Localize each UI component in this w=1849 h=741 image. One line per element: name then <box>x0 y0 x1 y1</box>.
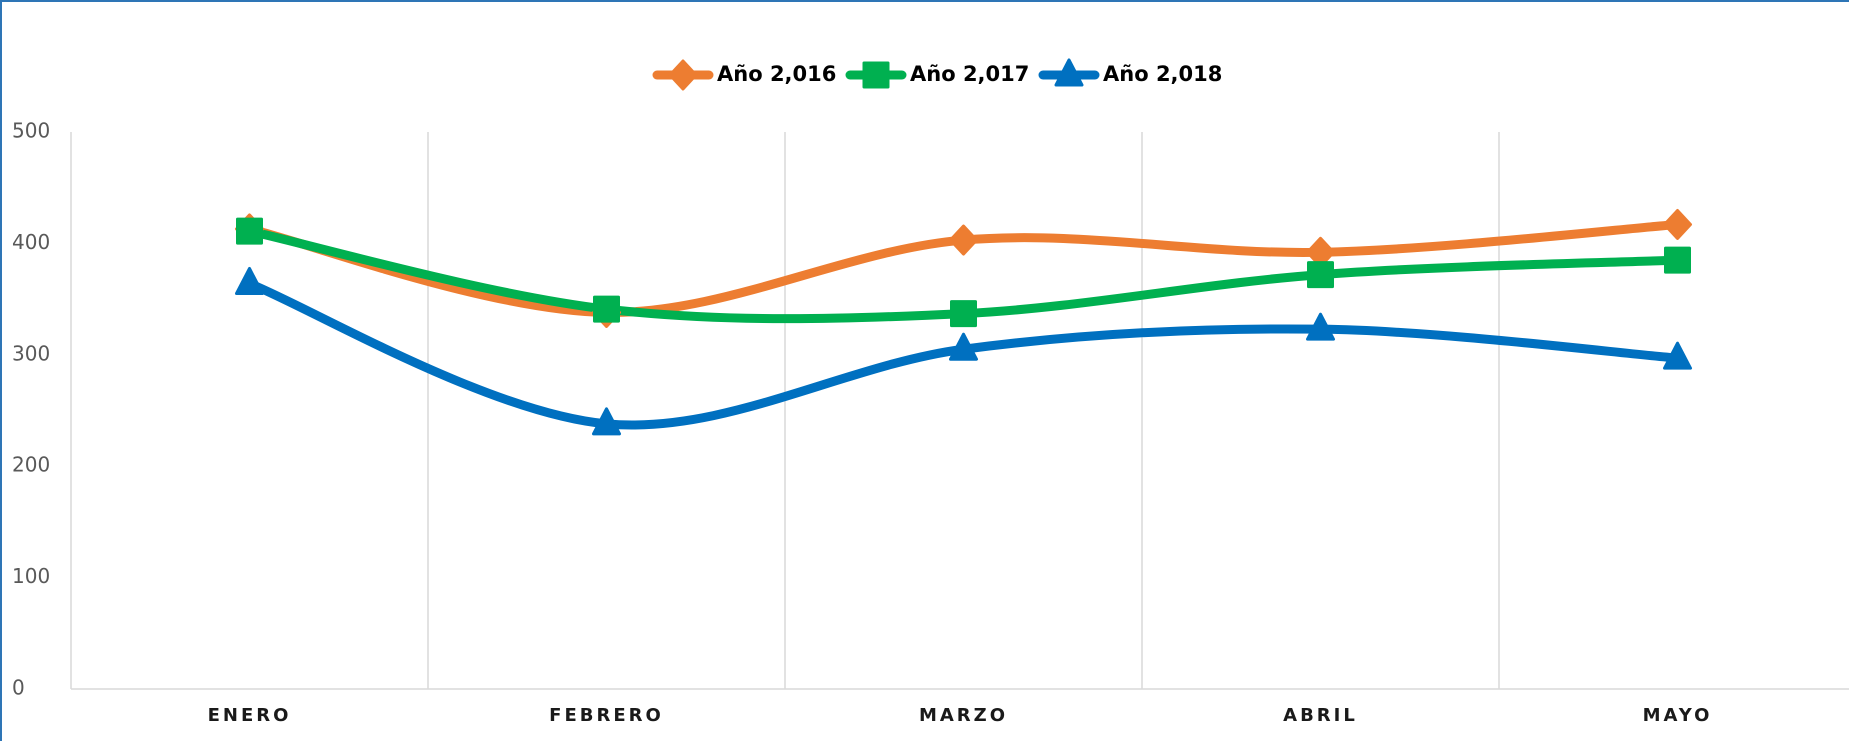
legend-label: Año 2,017 <box>910 62 1029 86</box>
marker <box>1054 58 1084 87</box>
marker <box>235 267 264 296</box>
marker <box>668 59 698 91</box>
legend-label: Año 2,016 <box>717 62 836 86</box>
legend-label: Año 2,018 <box>1103 62 1222 86</box>
x-tick-label: ENERO <box>208 705 292 726</box>
marker <box>593 295 620 323</box>
marker <box>949 332 978 361</box>
marker <box>1306 312 1335 341</box>
marker <box>1663 341 1692 370</box>
x-tick-label: FEBRERO <box>549 705 664 726</box>
marker <box>950 300 977 328</box>
x-tick-label: MAYO <box>1643 705 1713 726</box>
x-tick-label: ABRIL <box>1283 705 1358 726</box>
marker <box>1664 246 1691 274</box>
legend-item: Año 2,017 <box>845 61 1029 89</box>
marker <box>236 217 263 245</box>
y-tick-label: 500 <box>12 119 50 143</box>
legend-item: Año 2,016 <box>652 59 836 91</box>
legend-item: Año 2,018 <box>1038 58 1222 87</box>
y-tick-label: 300 <box>12 341 50 365</box>
marker <box>1663 208 1692 240</box>
marker <box>1307 261 1334 289</box>
y-tick-label: 100 <box>12 564 50 588</box>
x-tick-label: MARZO <box>919 705 1008 726</box>
marker <box>862 61 890 89</box>
y-tick-label: 400 <box>12 230 50 254</box>
y-tick-label: 200 <box>12 453 50 477</box>
marker <box>592 407 621 436</box>
y-tick-label: 0 <box>12 676 25 700</box>
marker <box>949 224 978 256</box>
